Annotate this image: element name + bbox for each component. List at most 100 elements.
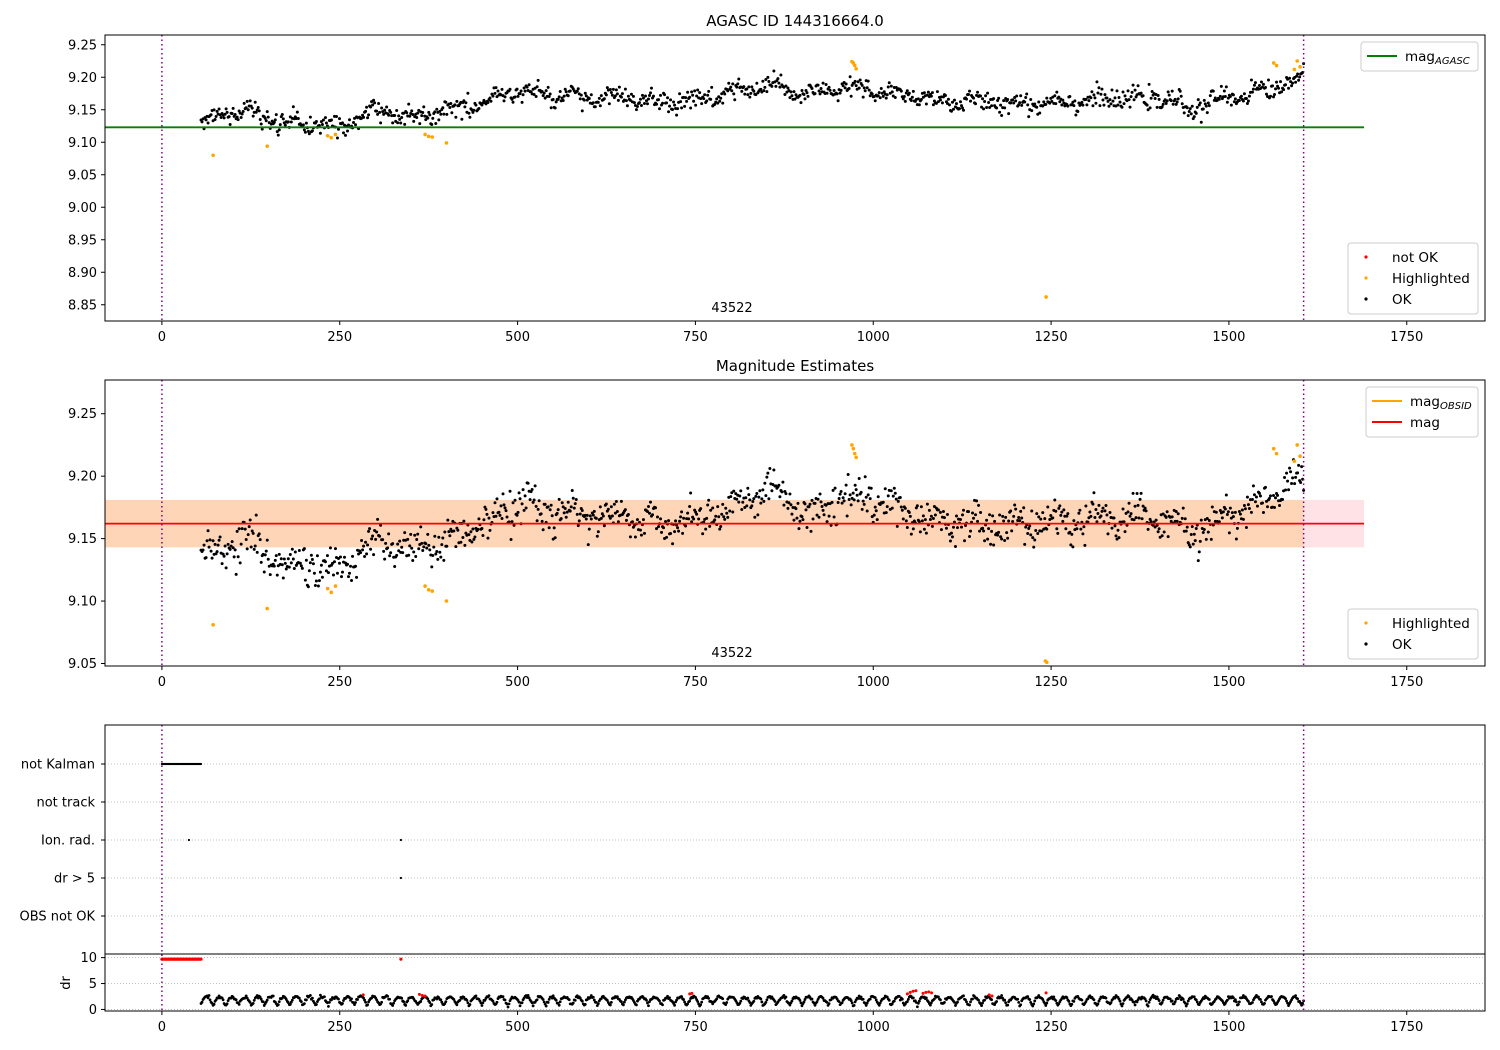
- data-point-ok: [239, 116, 243, 120]
- data-point-ok: [1223, 94, 1227, 98]
- data-point-ok: [289, 561, 293, 565]
- data-point-ok: [240, 527, 244, 531]
- data-point-ok: [375, 530, 379, 534]
- x-tick-label: 1000: [857, 330, 890, 345]
- data-point-ok: [626, 94, 630, 98]
- data-point-ok: [225, 552, 229, 556]
- dr-point-ok: [1173, 1000, 1177, 1004]
- data-point-ok: [637, 101, 641, 105]
- data-point-ok: [789, 503, 793, 507]
- data-point-ok: [985, 105, 989, 109]
- data-point-ok: [565, 510, 569, 514]
- data-point-highlighted: [426, 588, 431, 592]
- data-point-ok: [707, 89, 711, 93]
- dr-point-ok: [531, 1004, 535, 1008]
- data-point-ok: [853, 483, 857, 487]
- data-point-ok: [395, 553, 399, 557]
- dr-point-ok: [583, 1003, 587, 1006]
- data-point-ok: [1183, 517, 1187, 521]
- data-point-ok: [1108, 510, 1112, 514]
- data-point-ok: [1089, 514, 1093, 518]
- data-point-ok: [1091, 502, 1095, 506]
- dr-point-ok: [1117, 997, 1121, 1001]
- data-point-ok: [547, 526, 551, 530]
- data-point-ok: [1153, 97, 1157, 101]
- data-point-ok: [258, 538, 262, 542]
- dr-point-ok: [615, 995, 619, 999]
- data-point-ok: [1017, 516, 1021, 520]
- data-point-ok: [1026, 103, 1030, 107]
- data-point-ok: [549, 106, 553, 110]
- data-point-ok: [983, 539, 987, 543]
- data-point-ok: [1100, 509, 1104, 513]
- data-point-ok: [731, 510, 735, 514]
- data-point-ok: [587, 527, 591, 531]
- data-point-ok: [1108, 98, 1112, 102]
- data-point-ok: [515, 513, 519, 517]
- data-point-ok: [307, 569, 311, 573]
- data-point-ok: [671, 542, 675, 546]
- data-point-ok: [309, 553, 313, 557]
- data-point-ok: [1241, 517, 1245, 521]
- x-tick-label: 1000: [857, 675, 890, 690]
- data-point-ok: [796, 501, 800, 505]
- data-point-ok: [870, 92, 874, 96]
- data-point-ok: [373, 101, 377, 105]
- data-point-ok: [1073, 99, 1077, 103]
- data-point-ok: [1002, 519, 1006, 523]
- data-point-ok: [235, 115, 239, 119]
- dr-point-ok: [1120, 1004, 1124, 1008]
- dr-point-ok: [1192, 995, 1196, 999]
- data-point-highlighted: [444, 141, 449, 145]
- data-point-ok: [975, 499, 979, 503]
- data-point-ok: [296, 116, 300, 120]
- data-point-ok: [360, 538, 364, 542]
- data-point-ok: [1135, 491, 1139, 495]
- data-point-ok: [962, 508, 966, 512]
- data-point-ok: [329, 118, 333, 122]
- data-point-ok: [280, 563, 284, 567]
- dr-point-ok: [661, 1003, 664, 1007]
- data-point-ok: [276, 133, 280, 137]
- y-tick-label: 9.00: [68, 201, 97, 216]
- data-point-ok: [557, 95, 561, 99]
- data-point-ok: [660, 530, 664, 534]
- data-point-ok: [445, 544, 449, 548]
- data-point-ok: [316, 584, 320, 588]
- dr-point-ok: [200, 1000, 204, 1004]
- data-point-ok: [580, 508, 584, 512]
- data-point-ok: [1180, 516, 1184, 520]
- data-point-ok: [1238, 512, 1242, 516]
- data-point-ok: [1083, 543, 1087, 547]
- data-point-ok: [383, 108, 387, 112]
- data-point-ok: [885, 93, 889, 97]
- data-point-ok: [1034, 529, 1038, 533]
- data-point-ok: [731, 82, 735, 86]
- dr-point-ok: [864, 1003, 868, 1007]
- data-point-ok: [251, 531, 255, 535]
- data-point-ok: [566, 500, 570, 504]
- dr-point-ok: [969, 1000, 972, 1004]
- data-point-ok: [969, 529, 973, 533]
- data-point-ok: [813, 501, 817, 505]
- data-point-highlighted: [265, 606, 269, 611]
- dr-point-ok: [1225, 998, 1229, 1002]
- data-point-ok: [694, 103, 698, 107]
- data-point-highlighted: [850, 443, 854, 447]
- data-point-ok: [410, 109, 414, 113]
- data-point-ok: [417, 547, 421, 551]
- dr-point-ok: [1044, 1004, 1048, 1007]
- data-point-ok: [264, 119, 268, 123]
- data-point-ok: [770, 84, 774, 88]
- dr-point-ok: [608, 1003, 612, 1007]
- data-point-ok: [414, 555, 418, 559]
- dr-point-ok: [212, 1002, 216, 1006]
- dr-point-ok: [226, 999, 230, 1003]
- data-point-ok: [601, 514, 605, 518]
- data-point-ok: [761, 488, 765, 492]
- data-point-ok: [682, 516, 686, 520]
- data-point-ok: [295, 110, 299, 114]
- data-point-ok: [1265, 505, 1269, 509]
- dr-point-ok: [760, 1000, 764, 1004]
- data-point-ok: [536, 507, 540, 511]
